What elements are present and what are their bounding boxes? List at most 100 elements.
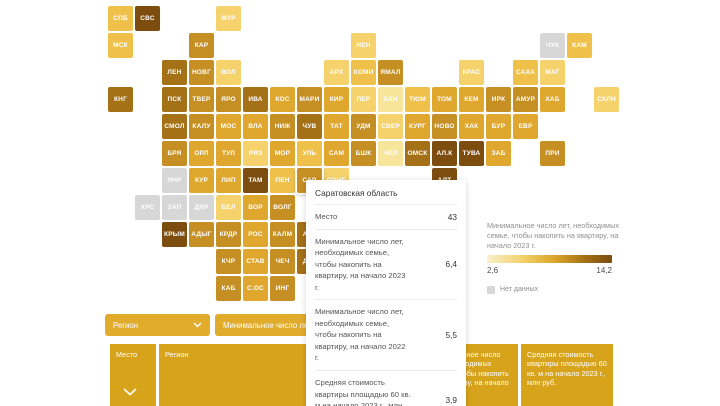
map-tile-ПРИ[interactable]: ПРИ (540, 141, 565, 166)
map-tile-МСК[interactable]: МСК (108, 33, 133, 58)
map-tile-ТАМ[interactable]: ТАМ (243, 168, 268, 193)
map-tile-СТАВ[interactable]: СТАВ (243, 249, 268, 274)
map-tile-КАМ[interactable]: КАМ (567, 33, 592, 58)
map-tile-ЧЕЧ[interactable]: ЧЕЧ (270, 249, 295, 274)
map-tile-САХА[interactable]: САХА (513, 60, 538, 85)
map-tile-ХАБ[interactable]: ХАБ (540, 87, 565, 112)
map-tile-ДНР[interactable]: ДНР (189, 195, 214, 220)
map-tile-СХЛН[interactable]: СХЛН (594, 87, 619, 112)
map-tile-С.ОС[interactable]: С.ОС (243, 276, 268, 301)
map-tile-БШК[interactable]: БШК (351, 141, 376, 166)
tooltip-value: 5,5 (445, 330, 457, 341)
map-tile-ТЮМ[interactable]: ТЮМ (405, 87, 430, 112)
tooltip-label: Место (315, 212, 338, 221)
map-tile-МАГ[interactable]: МАГ (540, 60, 565, 85)
map-tile-ВОР[interactable]: ВОР (243, 195, 268, 220)
map-tile-ЛИП[interactable]: ЛИП (216, 168, 241, 193)
map-tile-ХРС[interactable]: ХРС (135, 195, 160, 220)
map-tile-КЧР[interactable]: КЧР (216, 249, 241, 274)
map-tile-МОС[interactable]: МОС (216, 114, 241, 139)
map-tile-КУР[interactable]: КУР (189, 168, 214, 193)
map-tile-ХАН[interactable]: ХАН (378, 87, 403, 112)
map-tile-ХАК[interactable]: ХАК (459, 114, 484, 139)
map-tile-УЛЬ[interactable]: УЛЬ (297, 141, 322, 166)
map-tile-НОВГ[interactable]: НОВГ (189, 60, 214, 85)
map-tile-ЯРО[interactable]: ЯРО (216, 87, 241, 112)
map-tile-ЛНР[interactable]: ЛНР (162, 168, 187, 193)
map-tile-АДЫГ[interactable]: АДЫГ (189, 222, 214, 247)
map-tile-КАР[interactable]: КАР (189, 33, 214, 58)
map-tile-НОВО[interactable]: НОВО (432, 114, 457, 139)
map-tile-ИНГ[interactable]: ИНГ (270, 276, 295, 301)
map-tile-ЯМАЛ[interactable]: ЯМАЛ (378, 60, 403, 85)
map-tile-РЯЗ[interactable]: РЯЗ (243, 141, 268, 166)
map-tile-МАРИ[interactable]: МАРИ (297, 87, 322, 112)
map-tile-КАЛУ[interactable]: КАЛУ (189, 114, 214, 139)
sort-chevron-down-icon[interactable] (123, 388, 137, 396)
map-tile-ТОМ[interactable]: ТОМ (432, 87, 457, 112)
tooltip-label: Минимальное число лет, необходимых семье… (315, 236, 406, 292)
map-tile-СМОЛ[interactable]: СМОЛ (162, 114, 187, 139)
map-tile-ТАТ[interactable]: ТАТ (324, 114, 349, 139)
map-tile-ИРК[interactable]: ИРК (486, 87, 511, 112)
map-tile-ВОЛГ[interactable]: ВОЛГ (270, 195, 295, 220)
map-tile-ВЛА[interactable]: ВЛА (243, 114, 268, 139)
map-tile-КОМИ[interactable]: КОМИ (351, 60, 376, 85)
map-tile-ЛЕН[interactable]: ЛЕН (162, 60, 187, 85)
map-tile-ОРЛ[interactable]: ОРЛ (189, 141, 214, 166)
tooltip-value: 43 (447, 211, 457, 222)
map-tile-СВС[interactable]: СВС (135, 6, 160, 31)
map-tile-ТВЕР[interactable]: ТВЕР (189, 87, 214, 112)
region-dropdown[interactable]: Регион (105, 314, 210, 336)
map-tile-КАБ[interactable]: КАБ (216, 276, 241, 301)
map-tile-КАЛМ[interactable]: КАЛМ (270, 222, 295, 247)
map-tile-ЗАП[interactable]: ЗАП (162, 195, 187, 220)
map-tile-БЕЛ[interactable]: БЕЛ (216, 195, 241, 220)
map-tile-САМ[interactable]: САМ (324, 141, 349, 166)
map-tile-ЗАБ[interactable]: ЗАБ (486, 141, 511, 166)
map-tile-ИВА[interactable]: ИВА (243, 87, 268, 112)
table-header-place[interactable]: Место (110, 344, 156, 406)
map-tile-МУР[interactable]: МУР (216, 6, 241, 31)
map-tile-ЕВР[interactable]: ЕВР (513, 114, 538, 139)
map-tile-ОМСК[interactable]: ОМСК (405, 141, 430, 166)
map-tile-СВЕР[interactable]: СВЕР (378, 114, 403, 139)
map-tile-АРХ[interactable]: АРХ (324, 60, 349, 85)
map-tile-ТУЛ[interactable]: ТУЛ (216, 141, 241, 166)
map-tile-ВОЛ[interactable]: ВОЛ (216, 60, 241, 85)
map-tile-УДМ[interactable]: УДМ (351, 114, 376, 139)
map-tile-КОС[interactable]: КОС (270, 87, 295, 112)
map-tile-РОС[interactable]: РОС (243, 222, 268, 247)
map-tile-ЧУК[interactable]: ЧУК (540, 33, 565, 58)
map-tile-ЧЕЛ[interactable]: ЧЕЛ (378, 141, 403, 166)
legend: Минимальное число лет, необходимых семье… (487, 221, 619, 294)
map-tile-КИР[interactable]: КИР (324, 87, 349, 112)
map-tile-ПСК[interactable]: ПСК (162, 87, 187, 112)
table-header-region[interactable]: Регион (159, 344, 323, 406)
map-tile-ПЕР[interactable]: ПЕР (351, 87, 376, 112)
legend-title: Минимальное число лет, необходимых семье… (487, 221, 619, 250)
map-tile-СПБ[interactable]: СПБ (108, 6, 133, 31)
legend-min-value: 2,6 (487, 265, 499, 275)
map-tile-МОР[interactable]: МОР (270, 141, 295, 166)
map-tile-ТУВА[interactable]: ТУВА (459, 141, 484, 166)
map-tile-КУРГ[interactable]: КУРГ (405, 114, 430, 139)
map-tile-АЛ.К[interactable]: АЛ.К (432, 141, 457, 166)
no-data-label: Нет данных (500, 286, 539, 294)
map-tile-НЕН[interactable]: НЕН (351, 33, 376, 58)
map-tile-КРЫМ[interactable]: КРЫМ (162, 222, 187, 247)
map-tile-КНГ[interactable]: КНГ (108, 87, 133, 112)
map-tile-БУР[interactable]: БУР (486, 114, 511, 139)
tooltip-row-2022: Минимальное число лет, необходимых семье… (315, 300, 457, 372)
map-tile-НИЖ[interactable]: НИЖ (270, 114, 295, 139)
map-tile-КРДР[interactable]: КРДР (216, 222, 241, 247)
map-tile-КРАС[interactable]: КРАС (459, 60, 484, 85)
map-tile-КЕМ[interactable]: КЕМ (459, 87, 484, 112)
tooltip-value: 6,4 (445, 259, 457, 270)
map-tile-ПЕН[interactable]: ПЕН (270, 168, 295, 193)
map-tile-АМУР[interactable]: АМУР (513, 87, 538, 112)
map-tile-ЧУВ[interactable]: ЧУВ (297, 114, 322, 139)
table-header-avg-price[interactable]: Средняя стоимость квартиры площадью 60 к… (521, 344, 613, 406)
map-tile-БРЯ[interactable]: БРЯ (162, 141, 187, 166)
